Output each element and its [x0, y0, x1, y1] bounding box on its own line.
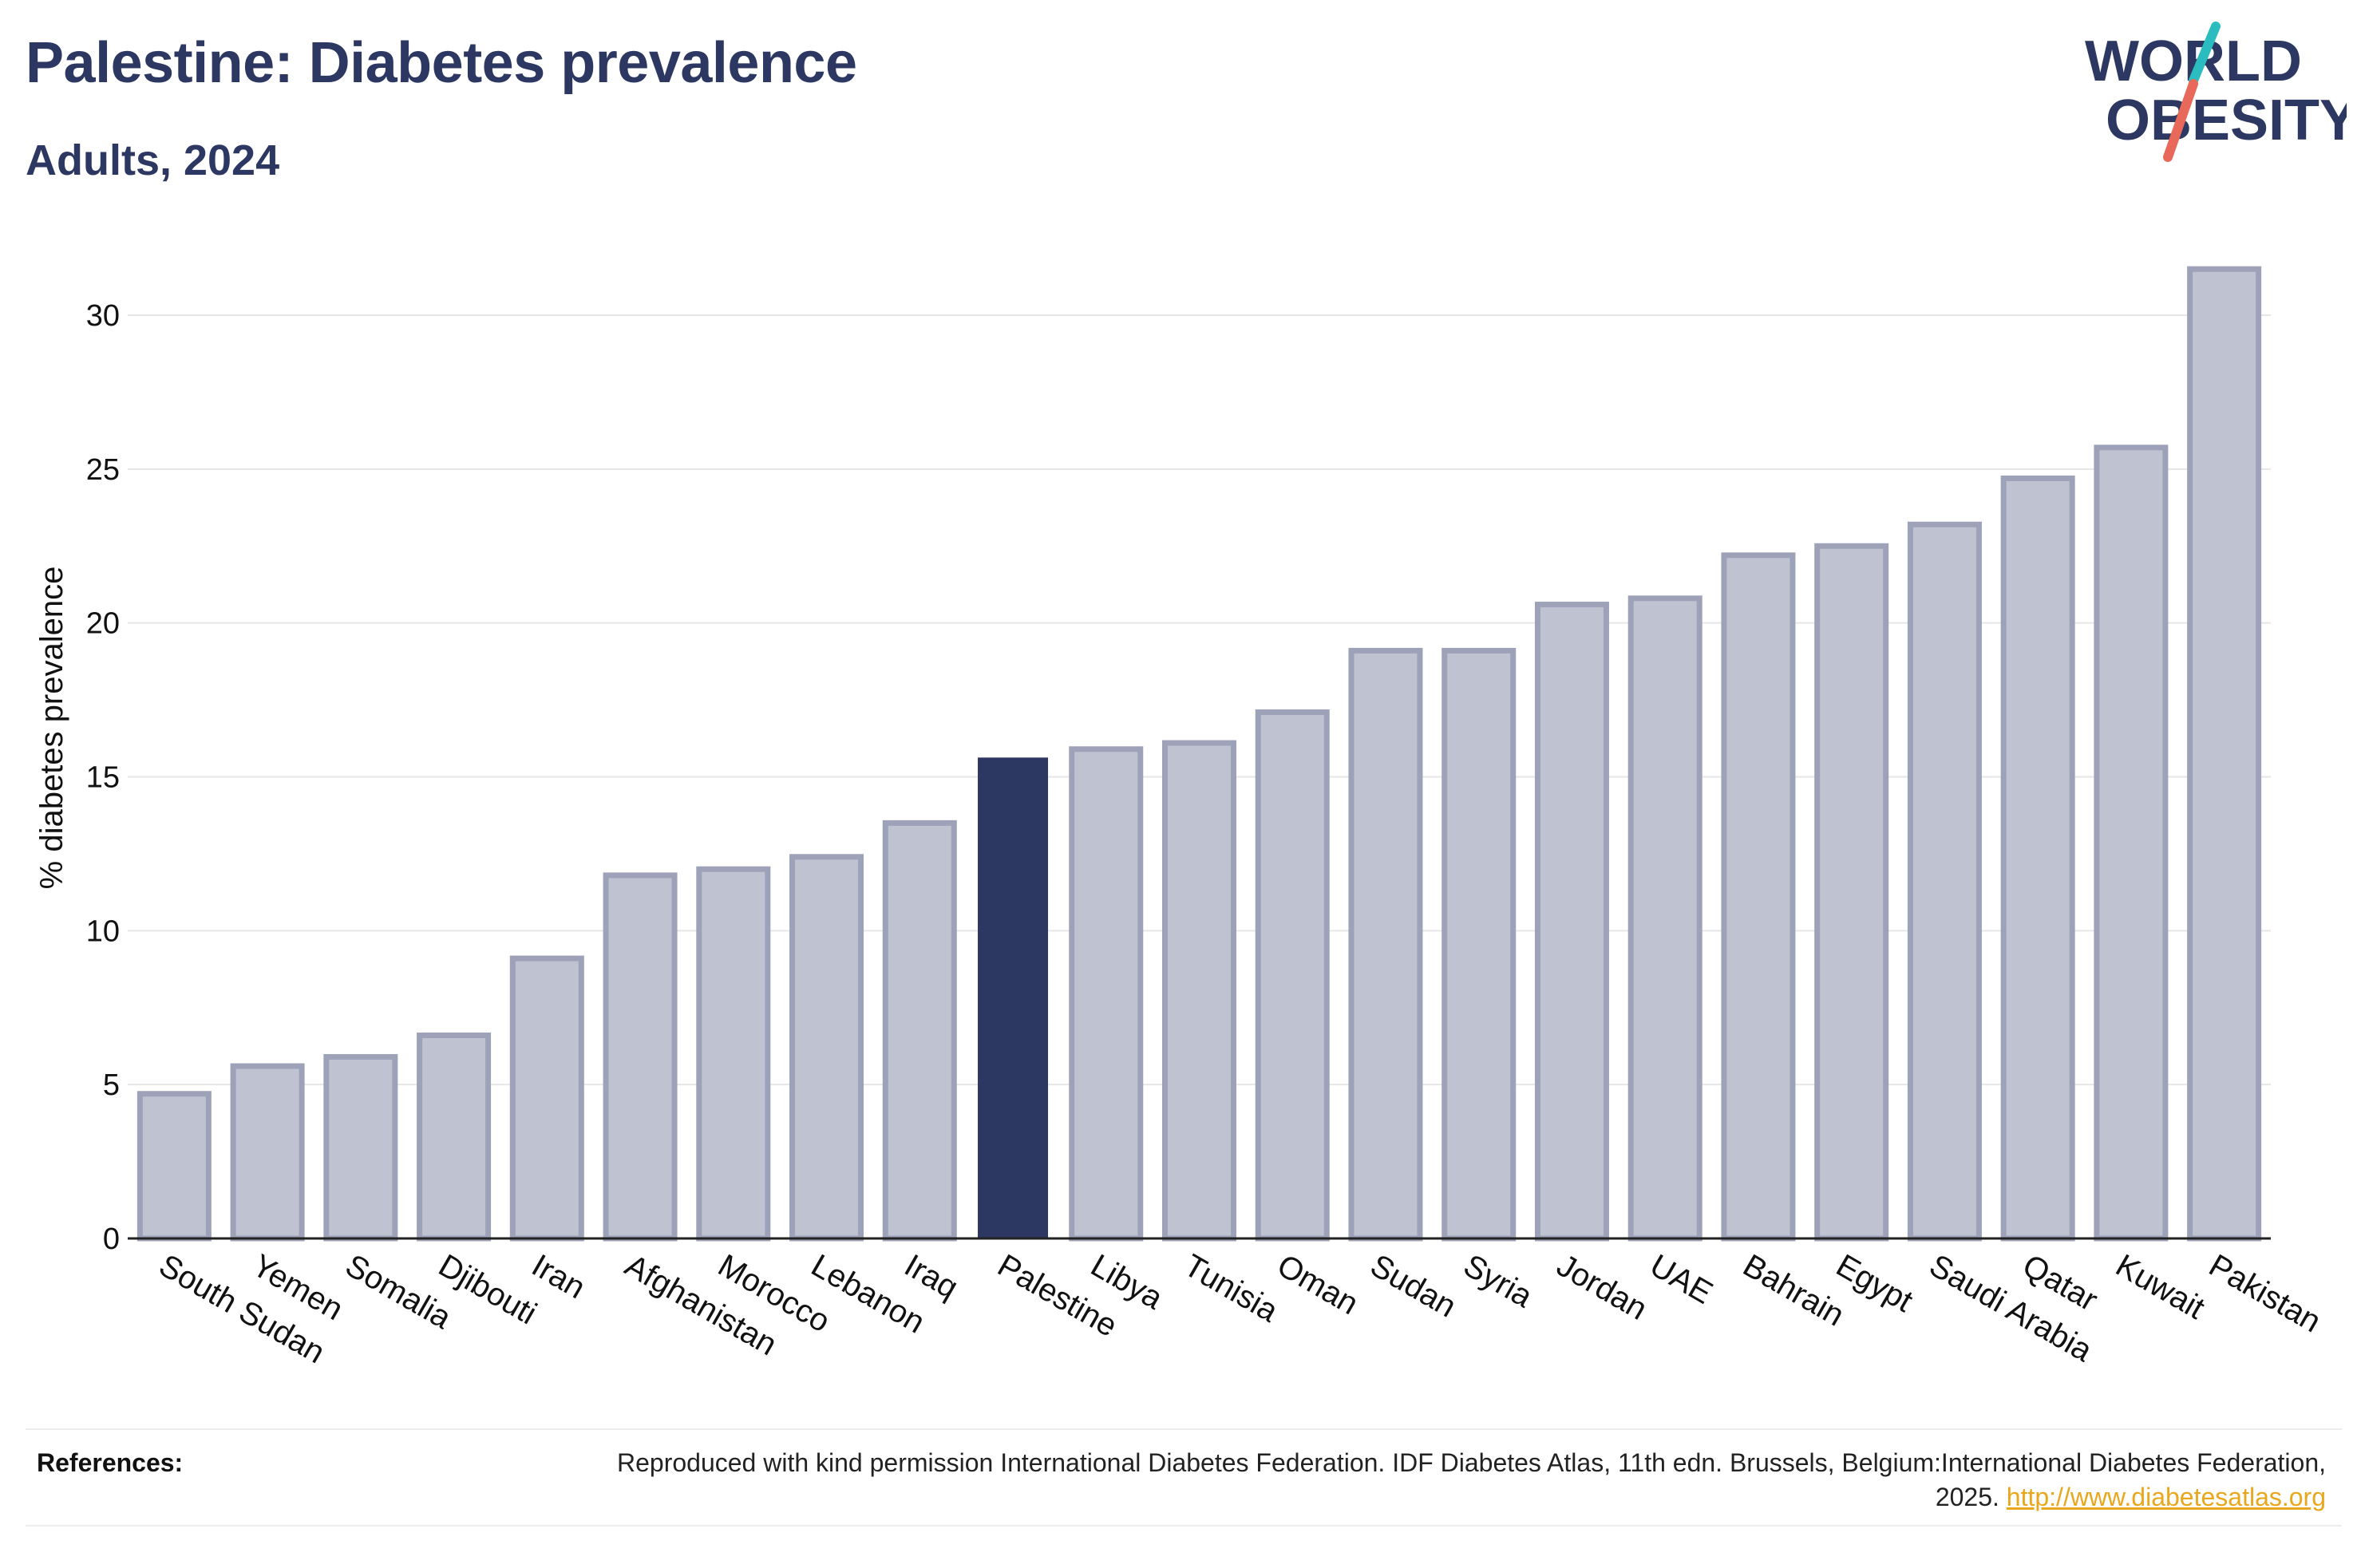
bar — [1907, 521, 1982, 1242]
bar — [603, 872, 678, 1242]
x-tick-label: Jordan — [1551, 1248, 1653, 1327]
x-tick-label: Sudan — [1364, 1248, 1461, 1325]
logo-slash-teal — [2189, 22, 2221, 85]
bar — [789, 854, 864, 1242]
x-tick-label: Pakistan — [2203, 1248, 2327, 1340]
x-tick-label: Oman — [1271, 1248, 1364, 1322]
x-tick-label: UAE — [1644, 1248, 1718, 1311]
bar — [882, 820, 957, 1242]
bar — [417, 1032, 492, 1242]
y-tick-label: 10 — [86, 914, 120, 948]
bar — [509, 955, 584, 1242]
y-tick-label: 15 — [86, 761, 120, 795]
references-link[interactable]: http://www.diabetesatlas.org — [2006, 1483, 2326, 1511]
bar — [1255, 709, 1330, 1242]
references-text-block: Reproduced with kind permission Internat… — [570, 1446, 2326, 1515]
bar — [696, 866, 771, 1242]
y-tick-label: 20 — [86, 607, 120, 641]
bar — [2187, 266, 2262, 1242]
bar-chart: 0 5 10 15 20 25 30 South SudanYemenSomaliaDjib… — [34, 266, 2327, 1371]
references-divider-top — [26, 1428, 2342, 1430]
y-tick-label: 0 — [103, 1222, 120, 1256]
references-text: Reproduced with kind permission Internat… — [616, 1448, 2326, 1511]
x-tick-label: Somalia — [339, 1248, 457, 1337]
x-tick-label: Bahrain — [1737, 1248, 1849, 1333]
bar — [1069, 746, 1144, 1242]
bar — [323, 1053, 398, 1242]
bar — [2094, 444, 2169, 1242]
y-axis-ticks: 0 5 10 15 20 25 30 — [86, 299, 120, 1256]
bar — [1814, 543, 1889, 1242]
bar — [1442, 647, 1517, 1242]
chart-subtitle: Adults, 2024 — [26, 136, 280, 184]
bar — [136, 1091, 212, 1242]
references-label: References: — [37, 1448, 184, 1477]
bar — [1162, 740, 1236, 1242]
y-tick-label: 30 — [86, 299, 120, 333]
bar — [2000, 475, 2075, 1242]
bar — [1348, 647, 1423, 1242]
bar — [1534, 602, 1609, 1242]
x-tick-label: Tunisia — [1178, 1248, 1284, 1329]
world-obesity-logo: WORLD OBESITY — [2085, 22, 2347, 162]
logo-slash-coral — [2163, 79, 2198, 162]
bar — [230, 1063, 305, 1242]
logo-line-obesity: OBESITY — [2106, 89, 2347, 152]
bar — [1627, 595, 1703, 1242]
y-tick-label: 25 — [86, 453, 120, 487]
bars — [136, 266, 2262, 1242]
bar — [1721, 552, 1796, 1242]
chart-title: Palestine: Diabetes prevalence — [26, 31, 857, 95]
x-tick-label: Kuwait — [2110, 1248, 2210, 1326]
bar-highlighted — [978, 757, 1049, 1239]
references-divider-bottom — [26, 1525, 2342, 1527]
y-axis-label: % diabetes prevalence — [34, 567, 69, 890]
y-tick-label: 5 — [103, 1068, 120, 1102]
x-tick-label: Syria — [1457, 1248, 1539, 1315]
